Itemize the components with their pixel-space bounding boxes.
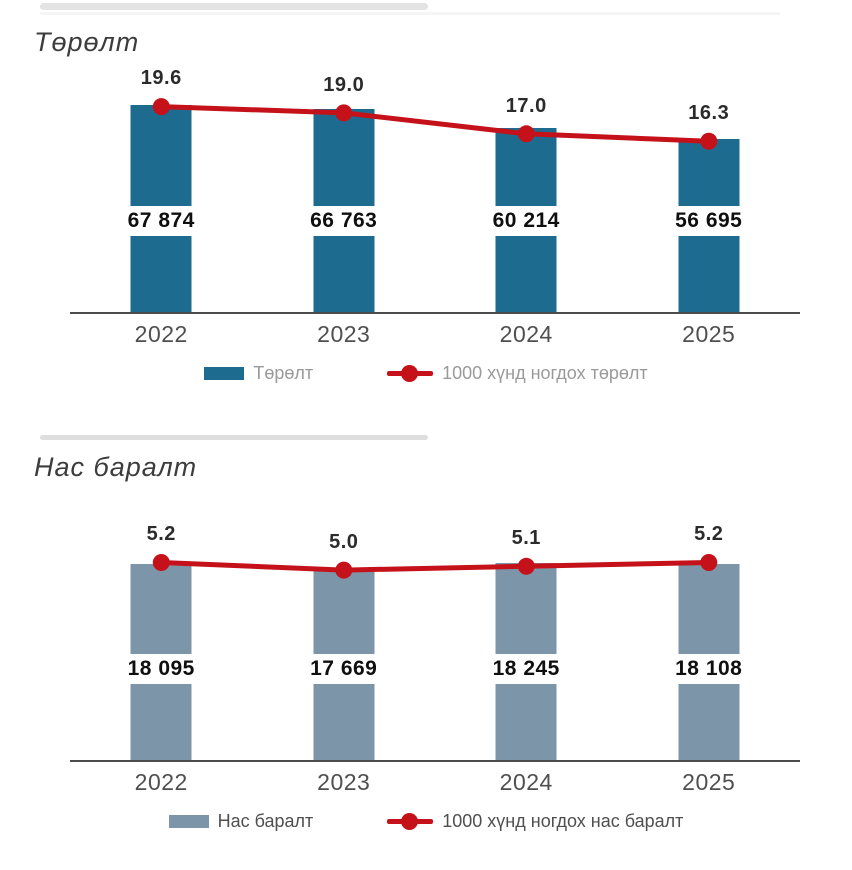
chart-title: Төрөлт bbox=[34, 27, 140, 57]
trend-line bbox=[152, 553, 718, 579]
bar-value-label: 18 108 bbox=[670, 653, 748, 684]
legend-label: Төрөлт bbox=[253, 363, 314, 384]
data-point-dot bbox=[700, 132, 718, 150]
line-marker-icon bbox=[387, 365, 434, 383]
data-point-dot bbox=[517, 125, 535, 143]
x-tick-label: 2024 bbox=[499, 768, 553, 795]
trend-line bbox=[152, 97, 718, 150]
data-point-dot bbox=[700, 553, 718, 571]
line-value-label: 16.3 bbox=[688, 101, 730, 124]
x-axis-labels: 2022 2023 2024 2025 bbox=[70, 314, 800, 350]
line-value-label: 5.2 bbox=[694, 523, 724, 545]
line-marker-icon bbox=[387, 813, 434, 830]
section-divider bbox=[40, 3, 428, 10]
legend: Нас баралт 1000 хүнд ногдох нас баралт bbox=[0, 811, 852, 833]
bar-column: 19.6 67 874 bbox=[70, 60, 253, 312]
line-value-label: 19.6 bbox=[140, 67, 182, 90]
x-tick-label: 2023 bbox=[317, 320, 371, 347]
section-divider-shadow bbox=[40, 12, 780, 15]
data-point-dot bbox=[335, 104, 353, 122]
x-tick-label: 2025 bbox=[682, 768, 736, 795]
legend-label: 1000 хүнд ногдох төрөлт bbox=[442, 363, 648, 384]
legend-item-line: 1000 хүнд ногдох нас баралт bbox=[387, 811, 683, 832]
bar-value-label: 60 214 bbox=[487, 205, 565, 236]
legend-label: Нас баралт bbox=[217, 811, 314, 831]
line-value-label: 5.1 bbox=[511, 526, 541, 549]
line-value-label: 5.2 bbox=[146, 523, 176, 545]
plot-area: 19.6 67 874 19.0 66 763 17.0 60 214 16.3… bbox=[70, 60, 800, 314]
bar-column: 19.0 66 763 bbox=[253, 60, 436, 312]
x-axis-labels: 2022 2023 2024 2025 bbox=[70, 762, 800, 798]
x-tick-label: 2023 bbox=[317, 768, 371, 795]
data-point-dot bbox=[152, 553, 170, 571]
x-tick-label: 2025 bbox=[682, 320, 736, 347]
x-tick-label: 2022 bbox=[134, 768, 188, 795]
data-point-dot bbox=[335, 561, 353, 579]
bar-value-label: 66 763 bbox=[305, 205, 383, 236]
chart-title: Нас баралт bbox=[34, 451, 198, 482]
bar-column: 5.2 18 108 bbox=[618, 508, 801, 760]
line-value-label: 19.0 bbox=[323, 73, 365, 96]
bar-value-label: 67 874 bbox=[122, 205, 200, 236]
bar-column: 5.1 18 245 bbox=[435, 508, 618, 760]
legend-item-bars: Нас баралт bbox=[168, 811, 314, 832]
legend-label: 1000 хүнд ногдох нас баралт bbox=[442, 811, 684, 831]
births-chart-section: Төрөлт 19.6 67 874 19.0 66 763 17.0 60 2… bbox=[0, 3, 852, 385]
bar-swatch-icon bbox=[168, 815, 209, 828]
legend-item-line: 1000 хүнд ногдох төрөлт bbox=[387, 363, 648, 384]
line-value-label: 5.0 bbox=[329, 530, 359, 553]
x-tick-label: 2024 bbox=[499, 320, 553, 347]
line-value-label: 17.0 bbox=[505, 94, 547, 117]
bar-column: 5.2 18 095 bbox=[70, 508, 253, 760]
bar-column: 5.0 17 669 bbox=[253, 508, 436, 760]
legend: Төрөлт 1000 хүнд ногдох төрөлт bbox=[0, 363, 852, 385]
data-point-dot bbox=[517, 557, 535, 575]
bar-swatch-icon bbox=[204, 367, 245, 381]
bar-column: 16.3 56 695 bbox=[618, 60, 801, 312]
bar-value-label: 17 669 bbox=[305, 653, 383, 684]
bar-column: 17.0 60 214 bbox=[435, 60, 618, 312]
bar-value-label: 18 245 bbox=[487, 653, 565, 684]
section-divider bbox=[40, 434, 428, 440]
bar-value-label: 18 095 bbox=[122, 653, 200, 684]
deaths-chart-section: Нас баралт 5.2 18 095 5.0 17 669 5.1 18 … bbox=[0, 434, 852, 833]
x-tick-label: 2022 bbox=[134, 320, 188, 347]
legend-item-bars: Төрөлт bbox=[204, 363, 313, 384]
bar-value-label: 56 695 bbox=[670, 205, 748, 236]
data-point-dot bbox=[152, 97, 170, 115]
plot-area: 5.2 18 095 5.0 17 669 5.1 18 245 5.2 18 … bbox=[70, 508, 800, 762]
